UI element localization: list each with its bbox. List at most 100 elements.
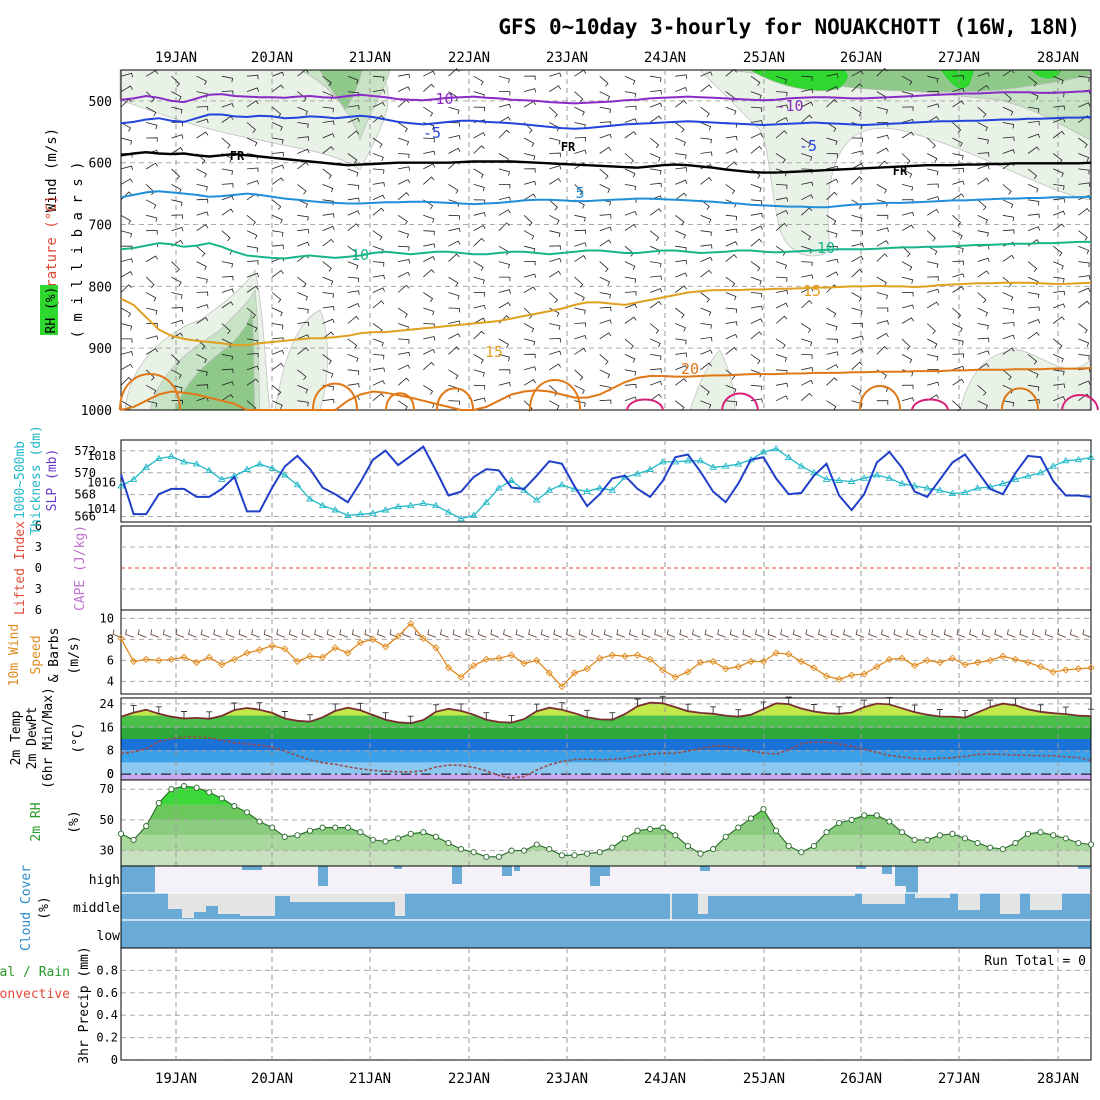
wind10-point [596,654,604,662]
wind-barb [221,137,231,149]
wind-barb [901,304,915,309]
rh-point [911,836,918,843]
rh-point [432,833,439,840]
wind-barb [120,72,133,78]
isotherm--5 [120,113,1092,130]
minmax-bar [760,701,767,710]
wind10-point [1049,668,1057,676]
upper-wind-label: Wind (m/s) [44,128,60,212]
cloud-high [895,866,906,886]
wind-barb [624,354,636,363]
wind-barb [574,322,587,327]
wind-barb [297,321,310,327]
wind-barb [826,364,839,371]
wind10-barb [1044,629,1054,638]
wind-barb [448,292,460,300]
wind-barb [423,150,436,156]
wind-barb [876,160,888,170]
wind-barb [246,245,259,253]
wind10-point [318,653,327,661]
cloud-label-a: Cloud Cover [19,865,34,951]
wind-barb [146,106,157,117]
rh-shading [748,69,849,91]
rh-point [823,829,830,836]
wind10-barb [1069,629,1079,638]
wind-barb [599,121,612,126]
wind-barb [851,307,863,315]
wind10-barb [439,629,449,638]
li-tick: 3 [35,540,42,554]
minmax-bar [962,710,968,718]
wind10-point [847,671,856,679]
wind-barb [297,241,310,247]
wind10-point [167,655,176,664]
temp-label-c: (6hr Min/Max) [41,687,56,789]
wind-barb [775,153,786,164]
wind-barb [826,230,838,238]
isotherm-20-closed [312,382,358,411]
pressure-tick-label: 800 [89,280,112,295]
wind10-barb [137,629,147,638]
wind-barb [599,332,612,340]
wind-barb [120,230,133,238]
rh-point [143,823,150,830]
wind-barb [297,91,307,102]
rh-point [836,819,843,827]
cloud-high [394,866,402,869]
li-tick: 6 [35,519,42,533]
wind10-barb [616,629,626,638]
isotherm-20-closed [436,387,474,411]
wind-barb [927,354,939,361]
isotherm-10 [120,240,1091,260]
rh-point [798,849,805,856]
wind-barb [397,178,411,185]
minmax-bar [710,706,717,714]
wind-barb [196,118,209,124]
wind-barb [221,261,234,268]
isotherm-25 [911,398,949,411]
rh-point [861,812,868,819]
rh-point [609,844,616,851]
wind-barb [1078,182,1091,187]
wind-barb [372,338,384,347]
wind-barb [876,147,889,154]
wind10-barb [956,629,966,638]
wind-barb [1078,275,1091,280]
wind-barb [649,288,663,293]
thickness-point [180,458,188,465]
wind-barb [927,338,938,348]
thickness-point [142,463,150,470]
wind-barb [776,276,788,282]
wind-barb [271,106,282,118]
wind-barb [725,228,738,234]
wind-barb [448,147,461,154]
wind-barb [1027,120,1040,126]
isotherm-20 [120,367,1092,411]
wind-barb [120,258,133,263]
rh-point [256,818,263,825]
wind-barb [523,230,535,240]
wind10-barb [943,629,953,638]
wind10-point [507,651,516,659]
wind-barb [221,354,234,361]
wind-barb [196,304,209,309]
thickness-point [973,484,982,491]
wind-barb [901,106,914,111]
wind10-point [218,660,226,669]
wind-barb [145,255,159,262]
isotherm-20-closed [529,379,581,411]
wind-barb [549,165,562,170]
wind10-barb [414,629,424,638]
rh-point [873,812,880,819]
wind-barb [397,307,408,318]
wind-barb [700,84,712,92]
wind-barb [297,161,309,170]
rh-point [1087,841,1095,848]
wind-barb [851,230,864,235]
wind-barb [901,261,913,271]
wind-barb [700,362,712,371]
wind-barb [272,151,284,157]
wind-barb [372,300,385,309]
wind-barb [145,184,155,196]
wind-barb [1027,354,1038,365]
